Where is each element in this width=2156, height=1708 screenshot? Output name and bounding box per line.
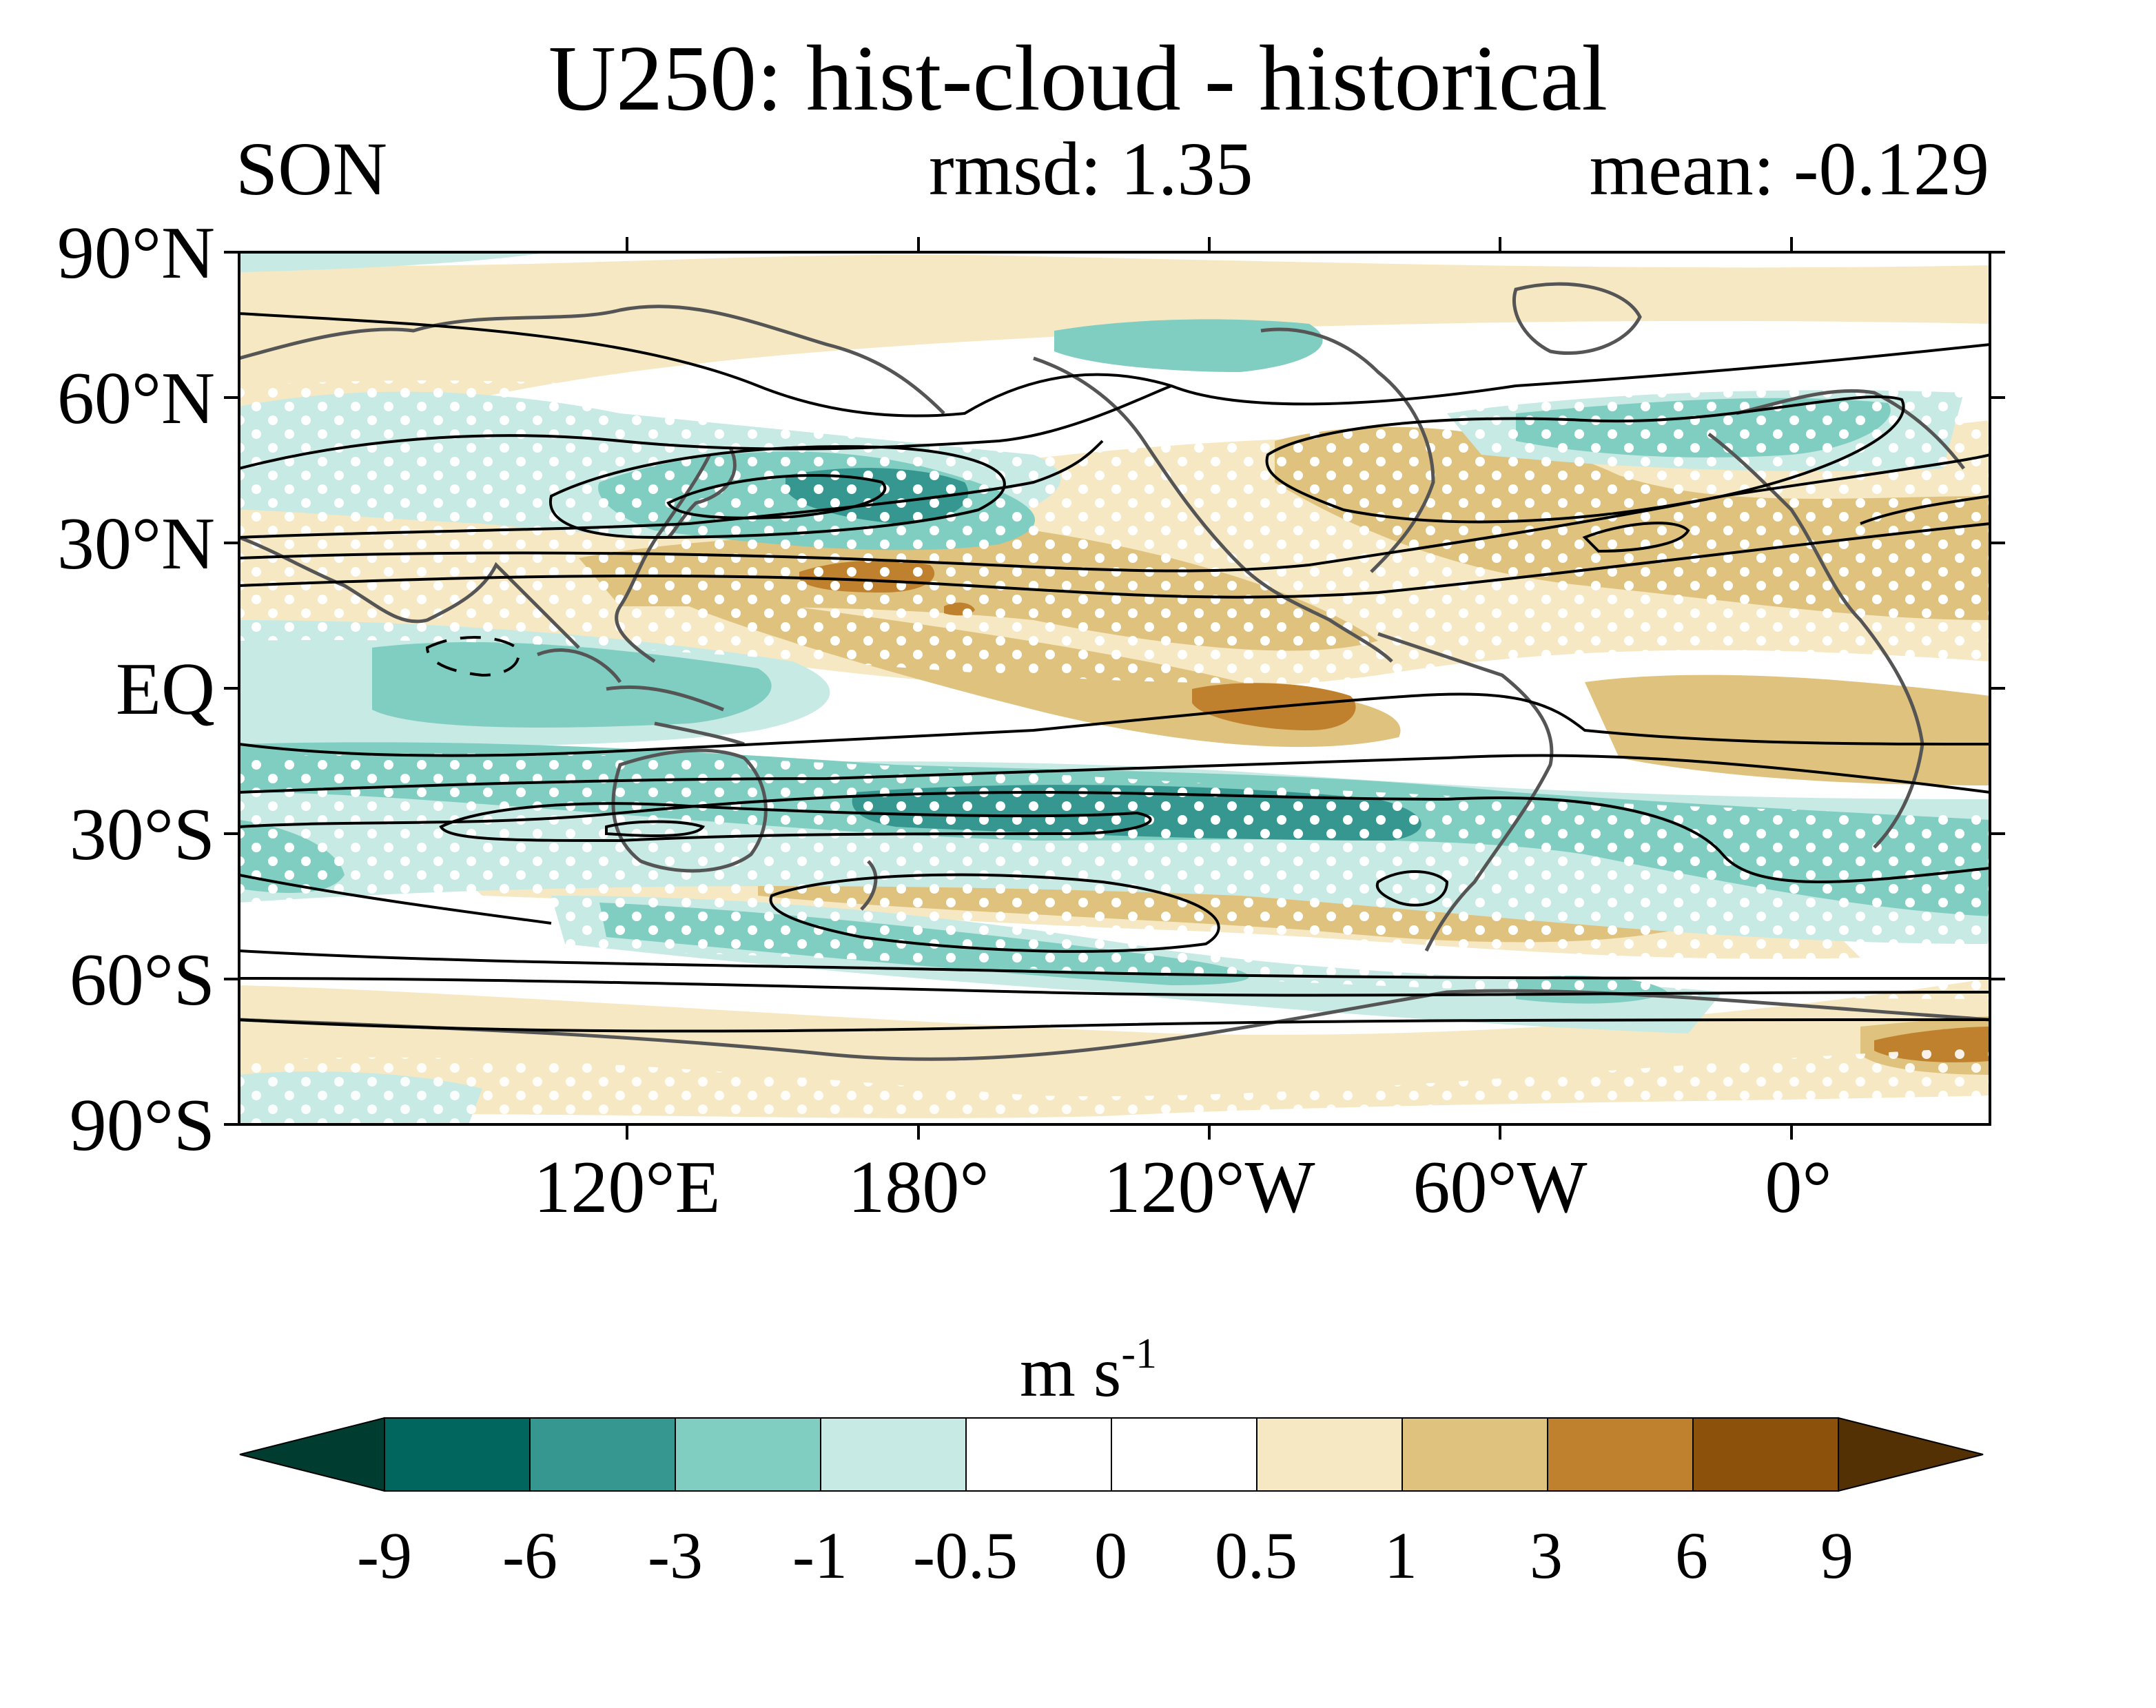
units-exponent: -1 <box>1121 1330 1158 1377</box>
contour-north-pacific-core <box>548 445 1006 539</box>
colorbar-box <box>1547 1417 1694 1492</box>
contour-south-america-loop <box>1375 870 1449 907</box>
coast-south-america <box>1377 632 1554 952</box>
shade-tan-south-atlantic <box>1585 675 1990 785</box>
contour-polar-1 <box>239 949 1990 980</box>
contour-west-lower <box>239 874 552 925</box>
colorbar-tick-label: 6 <box>1675 1519 1708 1592</box>
lat-label-eq: EQ <box>116 648 215 730</box>
colorbar-box <box>1692 1417 1839 1492</box>
colorbar-box <box>1111 1417 1257 1492</box>
climatology-contours <box>239 312 1990 1033</box>
coast-eurasia-north <box>239 305 945 415</box>
colorbar-box <box>675 1417 821 1492</box>
shade-tan-light-north <box>239 254 1990 448</box>
shade-teal-alaska-arctic <box>1054 319 1323 372</box>
colorbar-tick-label: 3 <box>1530 1519 1563 1592</box>
contour-south-3 <box>239 790 1990 883</box>
colorbar-box <box>820 1417 967 1492</box>
colorbar-tick-label: 9 <box>1820 1519 1854 1592</box>
coast-north-america-east <box>1260 327 1435 573</box>
colorbar-box <box>384 1417 531 1492</box>
contour-subtropical-1 <box>239 453 1990 573</box>
contour-south-1 <box>239 692 1990 757</box>
stipple-region-south <box>239 753 1990 999</box>
colorbar-tick-label: -3 <box>648 1519 703 1592</box>
contour-atlantic-small <box>1582 522 1690 553</box>
lat-label-60n: 60°N <box>57 358 215 440</box>
contour-europe-jet <box>1860 495 1990 525</box>
lon-label-180: 180° <box>848 1146 989 1228</box>
axis-ticks <box>224 237 2005 1140</box>
coast-maritime-continent <box>537 648 745 746</box>
contour-australia-loop <box>439 802 1152 843</box>
colorbar-tick-label: -1 <box>792 1519 848 1592</box>
anomaly-shading <box>239 252 1990 1124</box>
stipple-region-north <box>239 380 1990 683</box>
units-base: m s <box>1020 1333 1122 1412</box>
colorbar-box <box>1402 1417 1548 1492</box>
colorbar-box <box>965 1417 1112 1492</box>
colorbar-tick-label: -0.5 <box>913 1519 1018 1592</box>
coast-south-asia <box>239 535 580 649</box>
colorbar-box <box>1256 1417 1403 1492</box>
colorbar-tick-label: 1 <box>1384 1519 1417 1592</box>
coast-europe-north <box>1736 389 1965 470</box>
coast-new-zealand <box>860 860 878 911</box>
lat-label-30n: 30°N <box>57 503 215 585</box>
colorbar-tick-label: -9 <box>357 1519 412 1592</box>
coast-greenland <box>1512 282 1642 356</box>
lat-label-90n: 90°N <box>57 212 215 294</box>
contour-subtropical-2 <box>239 522 1990 599</box>
contour-north-pacific-inner <box>666 474 887 519</box>
contour-polar-3 <box>239 1018 1990 1033</box>
contour-tropics-dashed <box>425 636 520 677</box>
shade-teal-light-arctic <box>239 252 551 272</box>
contour-polar-2 <box>239 977 1990 997</box>
colorbar-boxes <box>239 1417 1984 1492</box>
lon-label-120e: 120°E <box>533 1146 721 1228</box>
colorbar-tick-label: 0.5 <box>1215 1519 1297 1592</box>
lon-label-60w: 60°W <box>1413 1146 1588 1228</box>
coast-north-america <box>1033 356 1393 663</box>
season-label: SON <box>236 127 388 211</box>
rmsd-label: rmsd: 1.35 <box>929 127 1253 211</box>
lon-label-120w: 120°W <box>1103 1146 1315 1228</box>
coast-japan <box>667 446 737 539</box>
colorbar-over-triangle <box>1838 1417 1984 1492</box>
contour-south-2 <box>239 754 1990 794</box>
stipple-region-polar <box>239 1047 1990 1124</box>
colorbar-units: m s-1 <box>1020 1333 1157 1408</box>
contour-north-jet-2 <box>239 440 1104 539</box>
contour-southern-loop <box>769 873 1220 953</box>
contour-tasman-loop <box>605 820 706 837</box>
colorbar-tick-label: 0 <box>1094 1519 1127 1592</box>
shade-teal-indian-ocean <box>372 641 772 728</box>
coast-antarctica <box>239 989 1990 1061</box>
page-title: U250: hist-cloud - historical <box>548 27 1608 130</box>
colorbar-box <box>529 1417 676 1492</box>
lon-label-0: 0° <box>1765 1146 1832 1228</box>
colorbar-under-triangle <box>239 1417 385 1492</box>
lat-label-30s: 30°S <box>69 794 215 876</box>
lat-label-90s: 90°S <box>69 1084 215 1166</box>
contour-north-atlantic <box>1265 395 1905 524</box>
colorbar-tick-label: -6 <box>502 1519 557 1592</box>
mean-label: mean: -0.129 <box>1589 127 1989 211</box>
contour-north-outer <box>239 312 1990 418</box>
lat-label-60s: 60°S <box>69 939 215 1021</box>
